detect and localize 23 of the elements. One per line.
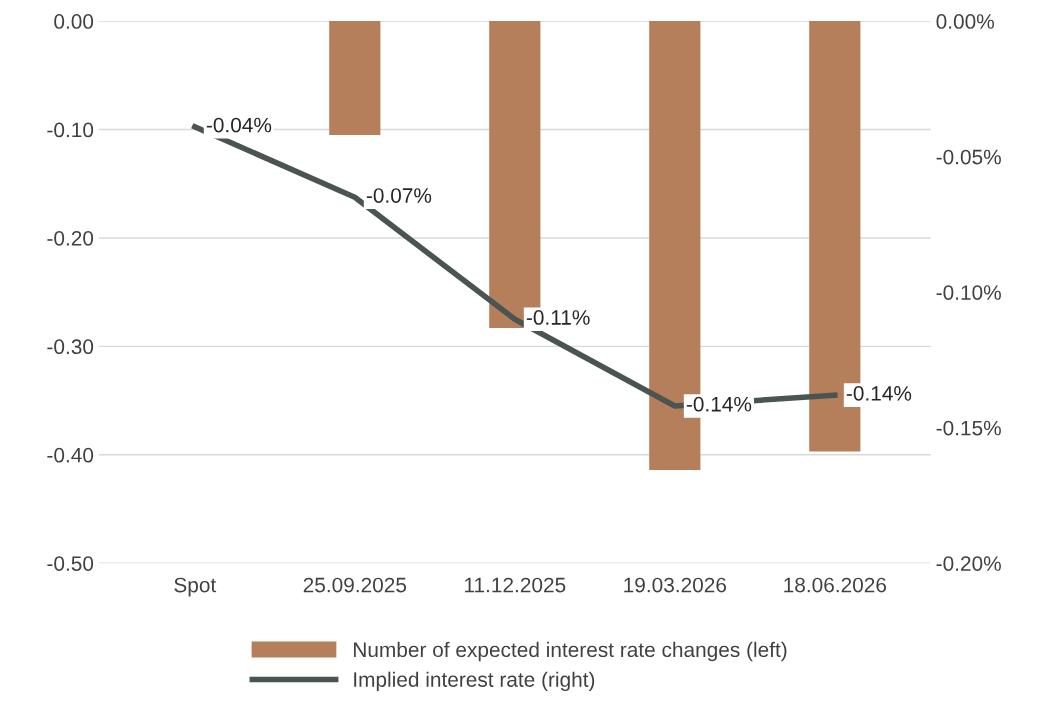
- legend-label: Number of expected interest rate changes (left): [354, 641, 787, 662]
- data-label: -0.14%: [686, 396, 752, 412]
- x-tick-label: 25.09.2025: [303, 577, 407, 593]
- y-tick-label: 0.00: [54, 14, 94, 29]
- data-label: -0.14%: [846, 386, 912, 401]
- data-label: -0.11%: [526, 310, 590, 325]
- y2-tick-label: 0.00%: [936, 14, 994, 29]
- y-tick-label: -0.20: [47, 230, 94, 246]
- y-tick-label: -0.40: [47, 447, 94, 463]
- data-label: -0.07%: [366, 188, 432, 203]
- x-tick-label: Spot: [174, 577, 217, 597]
- y-tick-label: -0.50: [47, 556, 94, 571]
- y-tick-label: -0.30: [47, 339, 94, 355]
- legend-label: Implied interest rate (right): [354, 671, 595, 692]
- y-tick-label: -0.10: [47, 122, 94, 138]
- data-label: -0.04%: [206, 117, 272, 133]
- x-tick-label: 18.06.2026: [784, 577, 887, 593]
- y2-tick-label: -0.15%: [936, 420, 1001, 436]
- y2-tick-label: -0.05%: [936, 149, 1001, 165]
- y2-tick-label: -0.10%: [936, 285, 1001, 300]
- x-tick-label: 19.03.2026: [624, 577, 727, 593]
- y2-tick-label: -0.20%: [936, 556, 1001, 571]
- x-tick-label: 11.12.2025: [465, 577, 566, 593]
